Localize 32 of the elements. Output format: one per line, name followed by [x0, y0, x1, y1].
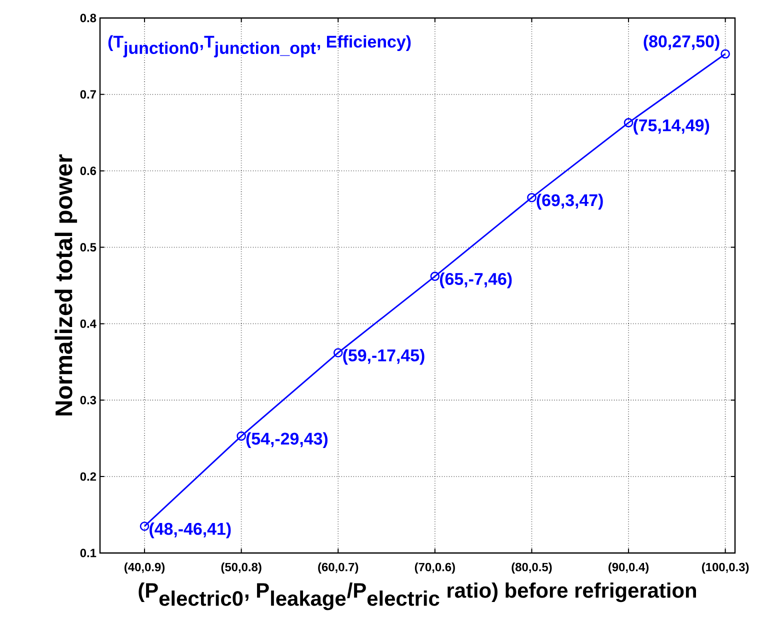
annotation: (69,3,47): [536, 194, 603, 210]
annotation: (54,-29,43): [246, 432, 328, 448]
annotation: (59,-17,45): [343, 348, 424, 365]
y-tick-label: 0.4: [80, 319, 96, 328]
x-tick-label: (100,0.3): [702, 562, 749, 574]
y-tick-label: 0.8: [80, 14, 96, 22]
x-tick-label: (80,0.5): [512, 562, 552, 574]
annotation: (75,14,49): [634, 118, 710, 135]
point: [140, 522, 150, 531]
y-tick-label: 0.6: [80, 166, 96, 176]
point: [720, 49, 730, 59]
x-tick-label: (60,0.7): [318, 562, 358, 574]
point: [333, 348, 343, 358]
point: [430, 272, 440, 281]
x-tick-label: (40,0.9): [124, 562, 165, 574]
y-tick-label: 0.3: [80, 396, 96, 404]
x-tick-label: (90,0.4): [608, 562, 649, 574]
point: [624, 118, 634, 128]
x-tick-label: (50,0.8): [221, 562, 262, 574]
x-tick-label: (70,0.6): [414, 562, 455, 574]
x-axis-title: $\textbf{(P}_{\textbf{electric0}}\textbf{, P}_{\textbf{leakage}}\textbf{/P}_{\textbf{electric}}\textbf{ ratio) before refrigeration}$: [138, 582, 696, 610]
y-tick-label: 0.2: [80, 472, 96, 481]
y-tick-label: 0.1: [80, 548, 96, 558]
y-tick-label: 0.5: [80, 243, 96, 252]
annotation: $\textbf{(T}_{\textbf{junction0}}\textbf{,T}_{\textbf{junction\_opt}}\textbf{, Efficiency)}$: [108, 35, 411, 58]
point: [236, 431, 246, 441]
point: [527, 192, 536, 202]
y-tick-label: 0.7: [80, 90, 96, 99]
y-axis-title: Normalized total power: [54, 154, 78, 416]
annotation: (80,27,50): [644, 34, 720, 51]
annotation: (48,-46,41): [150, 522, 231, 538]
annotation: (65,-7,46): [440, 272, 512, 288]
